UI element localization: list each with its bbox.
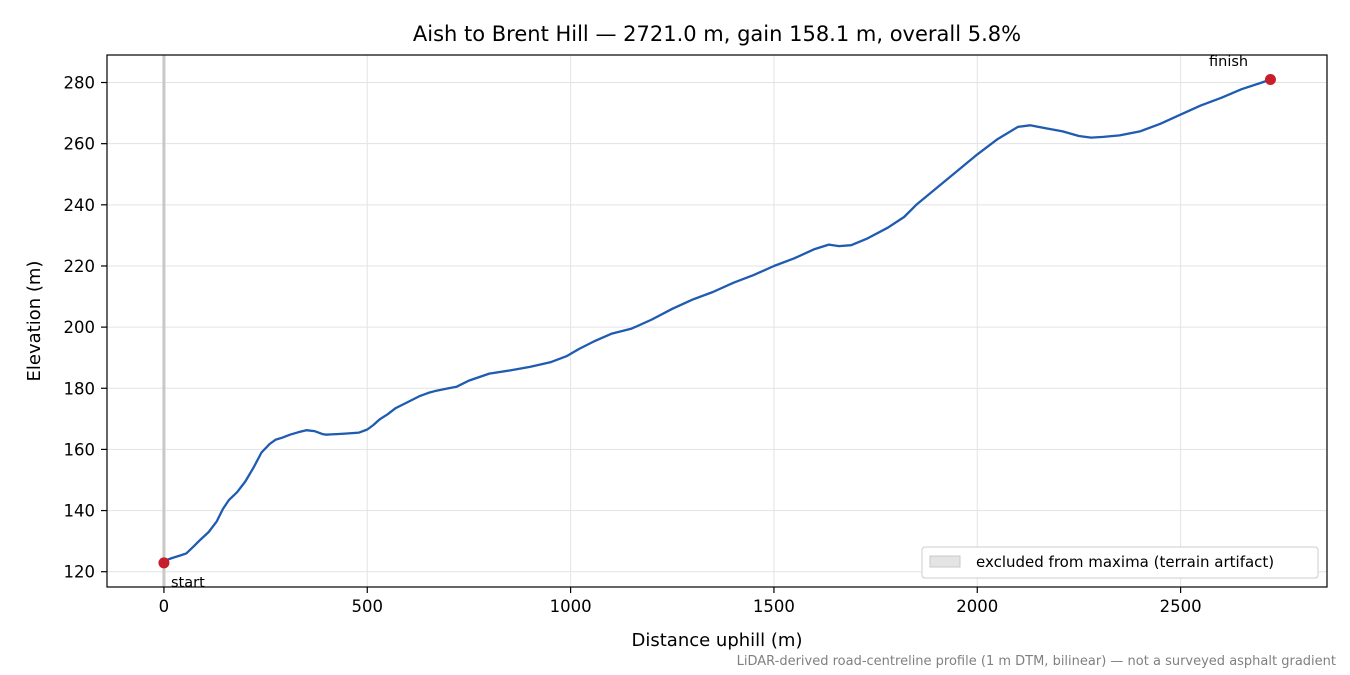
x-tick-label: 1500 — [753, 597, 795, 616]
markers-layer — [158, 73, 1276, 569]
finish-marker — [1264, 73, 1276, 85]
legend-box — [921, 546, 1319, 579]
y-tick-label: 120 — [64, 563, 96, 582]
y-tick-label: 220 — [64, 257, 96, 276]
chart-title: Aish to Brent Hill — 2721.0 m, gain 158.… — [413, 22, 1021, 46]
grid — [107, 55, 1327, 587]
plot-area-frame — [106, 54, 1328, 588]
y-tick-label: 160 — [64, 440, 96, 459]
legend-swatch-excluded — [929, 555, 961, 568]
x-axis-ticks: 0 500 1000 1500 2000 2500 — [159, 587, 1202, 616]
y-tick-label: 240 — [64, 196, 96, 215]
y-tick-label: 200 — [64, 318, 96, 337]
y-tick-label: 180 — [64, 379, 96, 398]
x-tick-label: 2000 — [956, 597, 998, 616]
series-layer — [163, 78, 1271, 563]
legend-label-excluded: excluded from maxima (terrain artifact) — [976, 553, 1274, 571]
legend: excluded from maxima (terrain artifact) — [921, 546, 1319, 579]
y-tick-label: 140 — [64, 502, 96, 521]
y-tick-label: 280 — [64, 74, 96, 93]
x-tick-label: 0 — [159, 597, 170, 616]
y-axis-label: Elevation (m) — [24, 261, 45, 382]
finish-annotation: finish — [1209, 54, 1248, 70]
x-axis-label: Distance uphill (m) — [632, 630, 803, 651]
x-tick-label: 2500 — [1160, 597, 1202, 616]
x-tick-label: 500 — [352, 597, 384, 616]
elevation-line — [163, 78, 1271, 563]
start-marker — [158, 557, 170, 569]
y-tick-label: 260 — [64, 135, 96, 154]
y-axis-ticks: 120 140 160 180 200 220 240 260 280 — [64, 74, 107, 582]
x-tick-label: 1000 — [550, 597, 592, 616]
start-annotation: start — [171, 575, 205, 591]
footnote: LiDAR-derived road-centreline profile (1… — [737, 654, 1336, 669]
